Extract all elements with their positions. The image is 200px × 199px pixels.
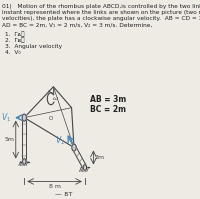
Text: instant represented where the links are shown on the picture (two non parallel: instant represented where the links are … [2,10,200,15]
Text: $\mathit{V}_2$: $\mathit{V}_2$ [55,134,65,147]
Text: 2m: 2m [95,155,105,160]
Text: $\omega$: $\omega$ [52,95,59,102]
Circle shape [72,144,76,151]
Text: 5m: 5m [5,137,15,142]
Text: velocities), the plate has a clockwise angular velocity.  AB = CD = 3m: velocities), the plate has a clockwise a… [2,16,200,21]
Text: 01)   Motion of the rhombus plate ABCD,is controlled by the two links. For the: 01) Motion of the rhombus plate ABCD,is … [2,4,200,9]
Text: AB = 3m: AB = 3m [90,95,126,104]
Text: 1.  Γᴀᰜ: 1. Γᴀᰜ [5,32,25,37]
Text: 4.  V₀: 4. V₀ [5,50,21,55]
Text: 2.  Γᴃᰜ: 2. Γᴃᰜ [5,38,25,43]
Text: BC = 2m: BC = 2m [90,105,126,114]
Text: AD = BC = 2m, V₁ = 2 m/s, V₂ = 3 m/s. Determine,: AD = BC = 2m, V₁ = 2 m/s, V₂ = 3 m/s. De… [2,22,152,27]
Text: $\mathit{V}_1$: $\mathit{V}_1$ [1,111,11,124]
Circle shape [83,165,87,170]
Text: — вт: — вт [55,191,72,197]
Circle shape [23,159,26,164]
Text: O: O [49,116,53,121]
Circle shape [22,114,26,121]
Text: 3.  Angular velocity: 3. Angular velocity [5,44,63,49]
Text: 8 m: 8 m [49,184,61,189]
